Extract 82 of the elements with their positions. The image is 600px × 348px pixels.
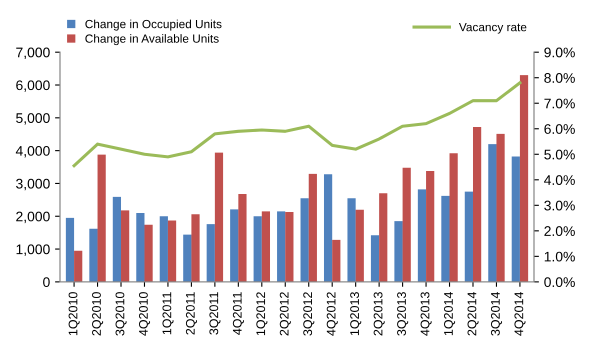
- y2-tick-label: 4.0%: [544, 175, 575, 185]
- bar: [183, 234, 192, 282]
- y2-tick-label: 8.0%: [544, 73, 575, 83]
- x-tick-label: 3Q2012: [303, 292, 314, 336]
- y2-tick-label: 7.0%: [544, 98, 575, 108]
- bar: [496, 134, 505, 282]
- y-tick-label: 5,000: [16, 113, 50, 125]
- bar: [324, 174, 332, 282]
- bar: [379, 193, 388, 282]
- x-tick-label: 2Q2012: [280, 292, 291, 336]
- y2-tick-label: 5.0%: [544, 150, 575, 160]
- bar: [98, 154, 106, 282]
- bar: [230, 209, 238, 282]
- bar: [277, 211, 286, 282]
- bar: [464, 192, 473, 282]
- bar: [300, 198, 309, 282]
- x-tick-label: 3Q2011: [209, 292, 220, 335]
- x-tick-label: 1Q2011: [162, 292, 174, 334]
- bar: [488, 144, 496, 282]
- y2-tick-label: 0.0%: [544, 277, 575, 288]
- bar: [74, 250, 82, 282]
- bar: [520, 75, 528, 282]
- bar: [450, 153, 458, 282]
- x-tick-label: 3Q2010: [116, 292, 127, 336]
- bar: [206, 224, 215, 282]
- bar: [285, 212, 294, 282]
- legend-label: Vacancy rate: [458, 23, 526, 34]
- y-tick-label: 7,000: [16, 48, 50, 60]
- y2-tick-label: 6.0%: [544, 124, 575, 134]
- y2-tick-label: 3.0%: [544, 200, 575, 210]
- x-tick-label: 4Q2012: [326, 292, 338, 336]
- x-tick-label: 4Q2014: [514, 292, 526, 336]
- x-tick-label: 4Q2011: [232, 292, 244, 335]
- bar: [472, 127, 482, 282]
- y2-tick-label: 9.0%: [544, 48, 575, 58]
- x-tick-label: 2Q2014: [467, 292, 479, 336]
- bar: [112, 196, 122, 282]
- y2-tick-label: 1.0%: [544, 252, 575, 262]
- legend-label: Change in Occupied Units: [85, 20, 222, 31]
- x-tick-label: 2Q2013: [374, 292, 385, 336]
- x-tick-label: 3Q2013: [397, 292, 408, 336]
- x-tick-label: 1Q2013: [350, 292, 362, 336]
- y-tick-label: 0: [43, 277, 50, 288]
- bar: [418, 189, 426, 282]
- bar: [144, 224, 153, 282]
- bar: [66, 218, 74, 282]
- y-tick-label: 2,000: [16, 212, 50, 224]
- bar: [308, 174, 317, 282]
- y-tick-label: 6,000: [16, 80, 50, 92]
- bar: [121, 210, 130, 282]
- bar: [262, 211, 270, 282]
- bar: [254, 216, 262, 282]
- bar: [370, 235, 380, 282]
- legend-label: Change in Available Units: [85, 34, 219, 46]
- bar: [332, 240, 340, 282]
- bar: [238, 194, 247, 282]
- x-tick-label: 1Q2012: [256, 292, 268, 336]
- bar: [347, 198, 356, 282]
- x-tick-label: 3Q2014: [490, 292, 502, 336]
- bar: [394, 221, 403, 282]
- x-tick-label: 4Q2013: [420, 292, 432, 336]
- line-series: [72, 81, 522, 168]
- bar: [89, 228, 98, 282]
- bar: [426, 170, 434, 282]
- bar: [512, 156, 520, 282]
- y2-tick-label: 2.0%: [544, 226, 575, 236]
- bar: [356, 210, 364, 282]
- x-tick-label: 4Q2010: [138, 292, 150, 336]
- bar: [168, 220, 176, 282]
- bar: [136, 212, 144, 282]
- x-tick-label: 1Q2010: [68, 292, 80, 336]
- bar: [160, 216, 168, 282]
- bar: [441, 196, 450, 282]
- y-tick-label: 3,000: [16, 178, 50, 190]
- bar: [402, 168, 411, 282]
- bar: [214, 152, 224, 282]
- bar: [191, 214, 200, 282]
- x-tick-label: 2Q2010: [92, 292, 104, 336]
- x-tick-label: 1Q2014: [444, 292, 456, 336]
- y-tick-label: 4,000: [16, 146, 50, 158]
- x-tick-label: 2Q2011: [186, 292, 197, 335]
- y-tick-label: 1,000: [16, 244, 50, 256]
